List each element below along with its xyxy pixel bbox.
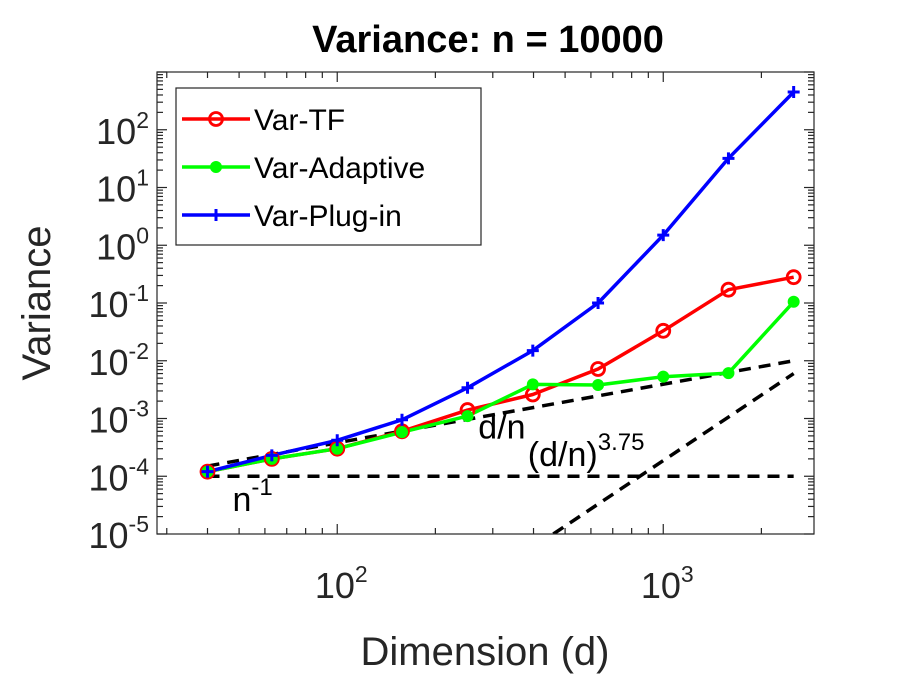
series-line-1 [207, 300, 795, 474]
series-2-point-4 [461, 381, 474, 394]
series-markers [199, 86, 802, 480]
series-2-point-0 [201, 465, 214, 478]
y-tick-label-3: 10-2 [89, 338, 150, 383]
annotation-0-base: d/n [478, 409, 525, 447]
x-tick-label-1-base: 10 [641, 565, 681, 606]
y-tick-label-0-exponent: -5 [129, 511, 149, 537]
y-tick-label-4-base: 10 [89, 284, 129, 325]
series-line-2 [207, 90, 795, 474]
series-2-point-2 [331, 434, 344, 447]
series-0-point-6 [590, 361, 606, 377]
series-2-point-1 [265, 449, 278, 462]
annotation-2-base: (d/n) [528, 436, 598, 474]
y-tick-label-7-base: 10 [96, 111, 136, 152]
series-2-point-9 [787, 86, 800, 99]
annotations: d/n n-1 (d/n)3.75 [232, 409, 644, 519]
annotation-0: d/n [478, 409, 525, 447]
y-tick-label-1-base: 10 [89, 457, 129, 498]
y-tick-label-6: 101 [96, 165, 149, 210]
y-tick-label-2: 10-3 [89, 396, 150, 441]
series-0-point-9 [785, 269, 802, 286]
series-lines [207, 90, 795, 474]
series-2-point-8 [722, 152, 735, 165]
series-2-point-5 [526, 344, 539, 357]
legend-marker-1 [210, 161, 222, 173]
legend-marker-2 [210, 209, 222, 221]
series-1-point-9 [787, 295, 800, 308]
reference-lines [207, 359, 795, 534]
legend-label-2: Var-Plug-in [254, 200, 402, 233]
series-1-point-6 [592, 379, 605, 392]
y-tick-label-4: 10-1 [89, 280, 150, 325]
annotation-1-base: n [232, 481, 251, 519]
series-0-point-0 [199, 463, 216, 480]
y-tick-label-5: 100 [96, 222, 149, 267]
y-tick-label-5-exponent: 0 [136, 222, 149, 248]
series-2-point-6 [592, 297, 605, 309]
y-tick-label-5-base: 10 [96, 226, 136, 267]
y-tick-label-3-base: 10 [89, 342, 129, 383]
x-axis-label: Dimension (d) [361, 630, 610, 674]
series-1-point-3 [396, 426, 409, 439]
series-1-point-4 [461, 410, 474, 423]
legend-marker-0 [208, 111, 224, 127]
y-tick-label-1-exponent: -4 [129, 453, 150, 479]
y-axis-label: Variance [15, 226, 59, 381]
series-1-point-8 [722, 367, 735, 380]
x-tick-label-1: 103 [641, 561, 694, 606]
series-0-point-7 [655, 322, 672, 339]
y-tick-label-2-base: 10 [89, 400, 129, 441]
annotation-2: (d/n)3.75 [528, 429, 645, 474]
series-2-point-7 [657, 229, 670, 242]
chart-title: Variance: n = 10000 [312, 19, 664, 61]
x-tick-label-1-exponent: 3 [681, 561, 694, 587]
x-tick-label-0-base: 10 [315, 565, 355, 606]
annotation-2-exponent: 3.75 [598, 429, 645, 456]
y-tick-label-1: 10-4 [89, 453, 150, 498]
annotation-1-exponent: -1 [251, 474, 272, 501]
y-tick-label-7-exponent: 2 [136, 107, 149, 133]
legend-label-1: Var-Adaptive [254, 152, 425, 185]
reference-line-2 [552, 372, 795, 534]
y-tick-label-3-exponent: -2 [129, 338, 149, 364]
legend: Var-TF Var-Adaptive Var-Plug-in [175, 87, 482, 246]
y-tick-label-6-base: 10 [96, 169, 136, 210]
y-tick-label-6-exponent: 1 [136, 165, 149, 191]
x-tick-label-0-exponent: 2 [355, 561, 368, 587]
y-tick-label-0-base: 10 [89, 515, 129, 556]
series-0-point-8 [720, 281, 737, 298]
y-tick-label-4-exponent: -1 [129, 280, 149, 306]
annotation-1: n-1 [232, 474, 272, 519]
y-tick-label-2-exponent: -3 [129, 396, 149, 422]
legend-label-0: Var-TF [254, 104, 345, 137]
series-1-point-5 [526, 378, 539, 391]
y-tick-label-7: 102 [96, 107, 149, 152]
series-1-point-7 [657, 370, 670, 383]
series-2-point-3 [396, 413, 409, 426]
x-tick-label-0: 102 [315, 561, 368, 606]
y-tick-label-0: 10-5 [89, 511, 150, 556]
axis-ticks [157, 71, 814, 535]
